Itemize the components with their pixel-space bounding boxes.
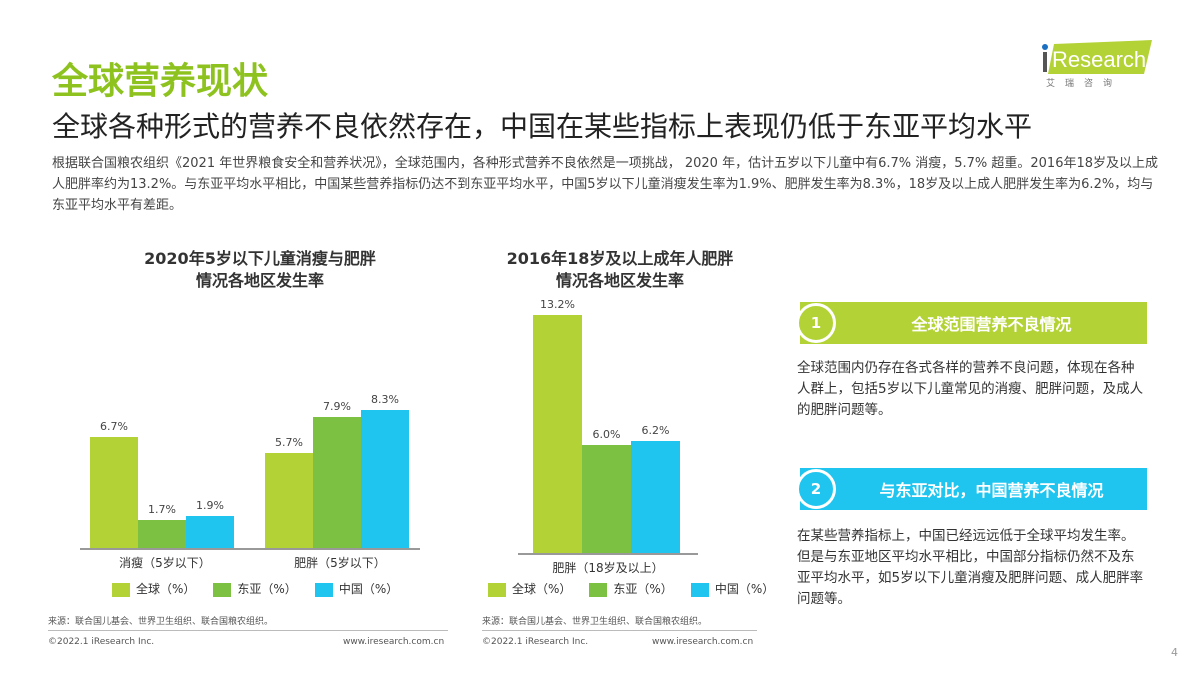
bar-global — [90, 436, 138, 548]
chart-title-line: 2016年18岁及以上成年人肥胖 — [506, 249, 734, 268]
bar-china — [186, 516, 234, 548]
panel-2-title: 与东亚对比，中国营养不良情况 — [879, 481, 1104, 500]
bar-global — [533, 315, 582, 553]
url-1: www.iresearch.com.cn — [343, 637, 445, 647]
panel-1-header: 1 全球范围营养不良情况 — [796, 302, 1147, 344]
page-title: 全球营养现状 — [52, 61, 269, 102]
legend-swatch — [488, 582, 506, 597]
value-label: 1.7% — [148, 502, 176, 516]
page-subtitle: 全球各种形式的营养不良依然存在，中国在某些指标上表现仍低于东亚平均水平 — [52, 110, 1033, 143]
chart-title-line: 情况各地区发生率 — [195, 271, 324, 290]
chart-title: 2020年5岁以下儿童消瘦与肥胖 情况各地区发生率 — [60, 248, 460, 292]
source-note-2: 来源：联合国儿基会、世界卫生组织、联合国粮农组织。 — [482, 617, 708, 627]
chart-title-line: 2020年5岁以下儿童消瘦与肥胖 — [144, 249, 376, 268]
legend-label: 东亚（%） — [237, 582, 297, 596]
legend-swatch — [314, 582, 333, 597]
intro-text: 根据联合国粮农组织《2021 年世界粮食安全和营养状况》，全球范围内，各种形式营… — [52, 156, 1159, 213]
bar-east-asia — [313, 416, 361, 548]
legend-swatch — [213, 582, 232, 597]
value-label: 7.9% — [323, 399, 351, 413]
bar-east-asia — [138, 519, 186, 548]
bar-east-asia — [582, 445, 631, 553]
legend: 全球（%） 东亚（%） 中国（%） — [488, 580, 774, 597]
legend-item: 全球（%） — [488, 580, 571, 597]
panel-2-header: 2 与东亚对比，中国营养不良情况 — [796, 468, 1147, 510]
legend-swatch — [112, 582, 130, 597]
url-2: www.iresearch.com.cn — [652, 637, 754, 647]
iresearch-logo: Research — [1042, 40, 1152, 74]
bar-china — [361, 410, 409, 548]
legend-label: 中国（%） — [338, 582, 399, 596]
divider — [482, 630, 757, 631]
legend-swatch — [589, 582, 608, 597]
legend-label: 东亚（%） — [613, 582, 673, 596]
copyright-2: ©2022.1 iResearch Inc. — [482, 637, 589, 647]
page-number: 4 — [1171, 646, 1178, 659]
bar-global — [265, 453, 313, 548]
value-label: 5.7% — [275, 436, 303, 450]
value-label: 8.3% — [371, 393, 399, 407]
logo-subtitle: 艾瑞咨询 — [1046, 79, 1123, 89]
divider — [48, 630, 448, 631]
panel-2-number: 2 — [796, 469, 836, 509]
legend-item: 东亚（%） — [589, 580, 673, 597]
panel-1-title: 全球范围营养不良情况 — [911, 315, 1072, 334]
legend-label: 中国（%） — [714, 582, 775, 596]
bar-china — [631, 441, 680, 553]
chart-title: 2016年18岁及以上成年人肥胖 情况各地区发生率 — [470, 248, 770, 292]
panel-1-text: 全球范围内仍存在各式各样的营养不良问题，体现在各种人群上，包括5岁以下儿童常见的… — [797, 360, 1144, 418]
legend-item: 全球（%） — [112, 580, 195, 597]
x-axis — [80, 548, 420, 550]
value-label: 6.7% — [100, 419, 128, 433]
legend-swatch — [690, 582, 709, 597]
value-label: 13.2% — [540, 298, 575, 312]
value-label: 6.0% — [592, 428, 621, 441]
category-label: 消瘦（5岁以下） — [119, 556, 211, 570]
value-label: 1.9% — [196, 499, 224, 513]
legend-item: 中国（%） — [314, 580, 399, 597]
legend: 全球（%） 东亚（%） 中国（%） — [112, 580, 398, 597]
x-axis — [518, 553, 698, 555]
value-label: 6.2% — [641, 424, 670, 438]
category-label: 肥胖（18岁及以上） — [552, 561, 664, 575]
legend-label: 全球（%） — [512, 582, 572, 596]
legend-item: 东亚（%） — [213, 580, 297, 597]
panel-2-text: 在某些营养指标上，中国已经远远低于全球平均发生率。但是与东亚地区平均水平相比，中… — [797, 528, 1144, 607]
svg-text:Research: Research — [1052, 47, 1146, 72]
source-note-1: 来源：联合国儿基会、世界卫生组织、联合国粮农组织。 — [48, 617, 274, 627]
legend-item: 中国（%） — [690, 580, 775, 597]
legend-label: 全球（%） — [136, 582, 196, 596]
chart-title-line: 情况各地区发生率 — [555, 271, 684, 290]
copyright-1: ©2022.1 iResearch Inc. — [48, 637, 155, 647]
category-label: 肥胖（5岁以下） — [294, 556, 386, 570]
panel-1-number: 1 — [796, 303, 836, 343]
